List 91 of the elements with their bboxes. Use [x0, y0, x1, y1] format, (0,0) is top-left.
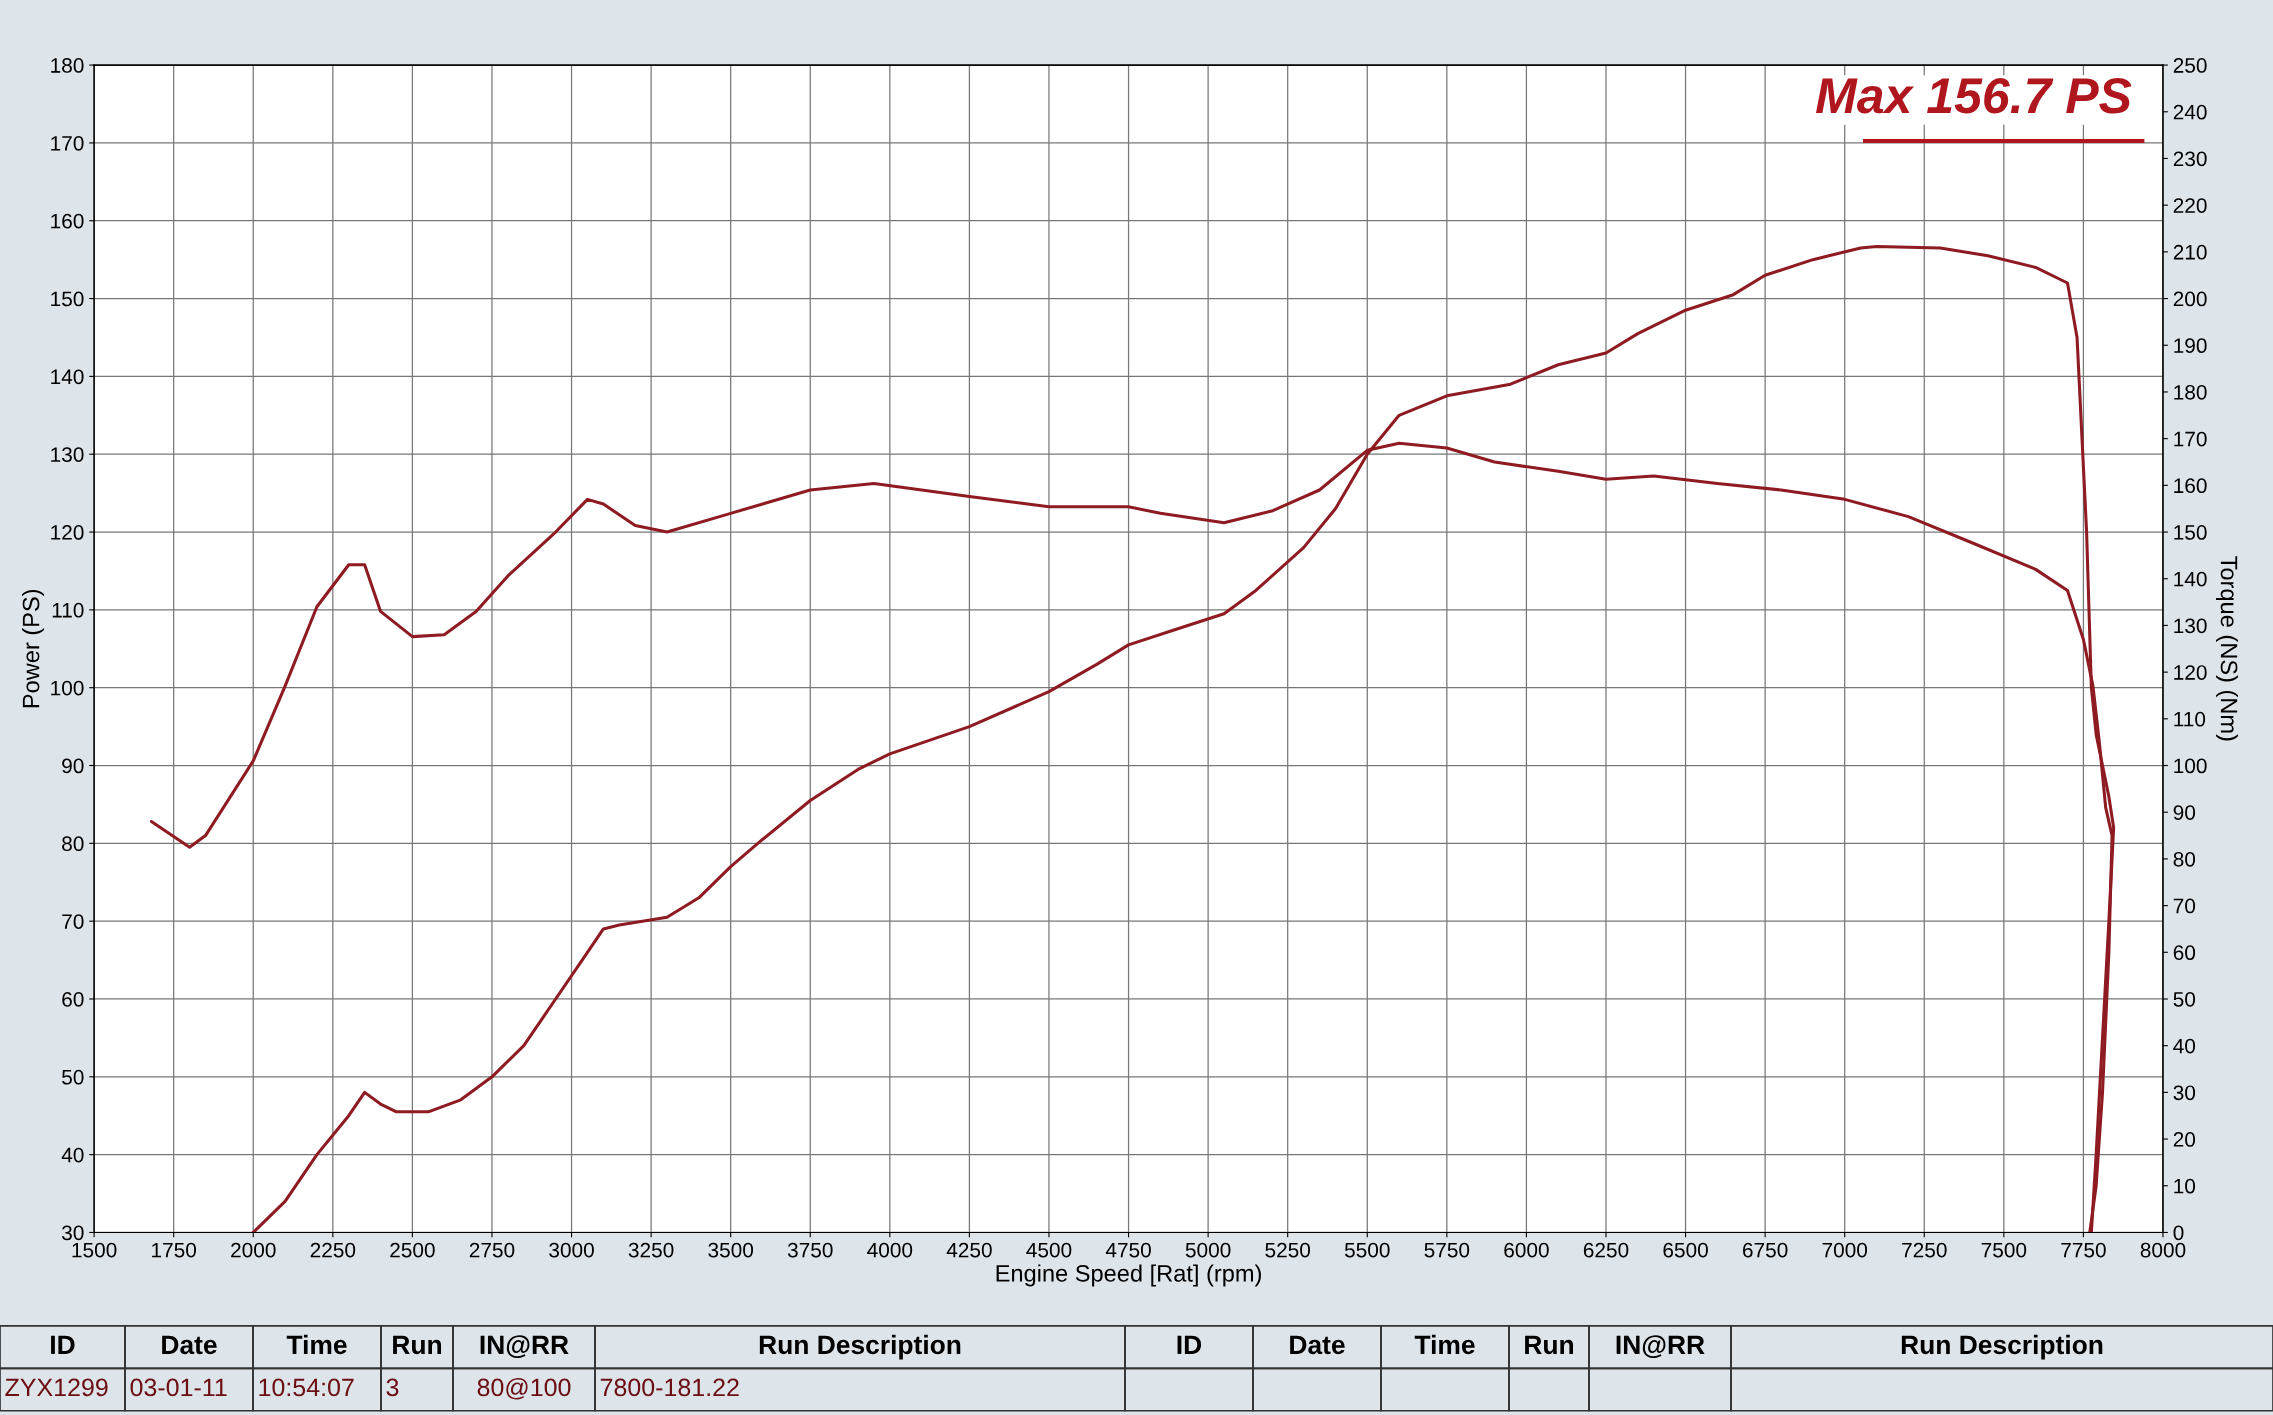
y2-tick-label: 200 — [2173, 291, 2207, 307]
x-tick-label: 3250 — [628, 1242, 674, 1258]
x-tick-label: 3750 — [787, 1242, 833, 1258]
x-tick-label: 4500 — [1026, 1242, 1072, 1258]
text: 03-01-11 — [130, 1378, 227, 1397]
text: Run Description — [1901, 1334, 2103, 1360]
x-tick-label: 7000 — [1822, 1242, 1868, 1258]
y-tick-label: 90 — [62, 758, 84, 774]
y2-tick-label: 150 — [2174, 525, 2207, 540]
text: Run Description — [759, 1334, 961, 1360]
y2-tick-label: 120 — [2174, 665, 2207, 680]
text: Time — [286, 1334, 347, 1355]
y-tick-label: 130 — [51, 447, 84, 462]
y2-tick-label: 80 — [2173, 851, 2196, 867]
y-tick-label: 30 — [62, 1225, 84, 1241]
x-tick-label: 5250 — [1265, 1242, 1311, 1258]
y2-tick-label: 170 — [2174, 431, 2207, 447]
y2-tick-label: 250 — [2173, 58, 2207, 73]
y2-tick-label: 40 — [2173, 1038, 2196, 1054]
y2-tick-label: 220 — [2173, 198, 2207, 213]
x-tick-label: 6250 — [1583, 1242, 1629, 1258]
x-tick-label: 2250 — [310, 1242, 356, 1258]
y2-tick-label: 100 — [2174, 758, 2207, 774]
y2-tick-label: 60 — [2173, 945, 2196, 961]
annotation: Max 156.7 PS — [1815, 78, 2132, 114]
text: Date — [1290, 1335, 1345, 1355]
text: 3 — [386, 1378, 399, 1397]
y-tick-label: 160 — [51, 213, 84, 229]
y2-tick-label: 0 — [2173, 1225, 2184, 1241]
y-tick-label: 150 — [51, 291, 84, 307]
y2-tick-label: 160 — [2174, 478, 2207, 494]
y-tick-label: 170 — [51, 135, 84, 151]
y-tick-label: 180 — [51, 58, 84, 73]
y-tick-label: 40 — [61, 1147, 84, 1163]
text: ZYX1299 — [5, 1378, 108, 1397]
y2-tick-label: 70 — [2173, 898, 2196, 914]
y2-tick-label: 90 — [2173, 805, 2196, 820]
y2-tick-label: 140 — [2174, 571, 2207, 587]
text: 7800-181.22 — [600, 1378, 739, 1397]
text: IN@RR — [480, 1335, 569, 1359]
x-axis-title: Engine Speed [Rat] (rpm) — [996, 1264, 1261, 1287]
text: Time — [1414, 1334, 1475, 1355]
y2-tick-label: 230 — [2173, 151, 2207, 167]
x-tick-label: 1750 — [152, 1242, 197, 1258]
text: Run — [1525, 1335, 1574, 1355]
y2-tick-label: 240 — [2173, 104, 2207, 120]
y2-axis-title: Torque (NS) (Nm) — [2216, 556, 2239, 741]
y2-tick-label: 10 — [2174, 1178, 2196, 1194]
text: Date — [162, 1335, 217, 1355]
x-tick-label: 4000 — [867, 1242, 913, 1258]
y-tick-label: 60 — [62, 991, 84, 1007]
y-tick-label: 70 — [62, 914, 84, 929]
y2-tick-label: 110 — [2174, 711, 2206, 727]
text: ID — [1177, 1335, 1202, 1354]
y2-tick-label: 50 — [2173, 991, 2196, 1007]
y-tick-label: 140 — [51, 369, 84, 385]
x-tick-label: 7500 — [1981, 1242, 2027, 1258]
y-tick-label: 120 — [51, 525, 84, 540]
text: 80@100 — [477, 1377, 571, 1400]
y2-tick-label: 30 — [2173, 1085, 2196, 1101]
x-tick-label: 2500 — [390, 1242, 435, 1258]
text: Run — [393, 1335, 442, 1355]
x-tick-label: 2000 — [231, 1242, 276, 1258]
y-tick-label: 110 — [52, 602, 84, 618]
y2-tick-label: 180 — [2174, 384, 2207, 400]
x-tick-label: 7750 — [2061, 1242, 2106, 1258]
x-tick-label: 6000 — [1504, 1242, 1549, 1258]
x-tick-label: 4750 — [1105, 1242, 1151, 1258]
x-tick-label: 7250 — [1902, 1242, 1947, 1258]
x-tick-label: 3500 — [708, 1242, 754, 1258]
x-tick-label: 5000 — [1185, 1242, 1231, 1258]
x-tick-label: 4250 — [946, 1242, 992, 1258]
text: ID — [51, 1335, 75, 1354]
x-tick-label: 5500 — [1344, 1242, 1390, 1258]
x-tick-label: 5750 — [1424, 1242, 1470, 1258]
text: IN@RR — [1616, 1335, 1705, 1359]
x-tick-label: 6750 — [1743, 1242, 1788, 1258]
x-tick-label: 3000 — [549, 1242, 594, 1258]
x-tick-label: 8000 — [2140, 1242, 2186, 1258]
y2-tick-label: 210 — [2173, 244, 2207, 260]
y-tick-label: 100 — [51, 680, 84, 696]
x-tick-label: 1500 — [72, 1242, 117, 1258]
y-tick-label: 80 — [62, 836, 84, 852]
x-tick-label: 2750 — [469, 1242, 515, 1258]
y-axis-title: Power (PS) — [22, 589, 45, 708]
y2-tick-label: 190 — [2174, 338, 2207, 354]
y2-tick-label: 130 — [2174, 618, 2207, 634]
x-tick-label: 6500 — [1663, 1242, 1708, 1258]
text: 10:54:07 — [259, 1378, 354, 1397]
y-tick-label: 50 — [62, 1069, 84, 1085]
y2-tick-label: 20 — [2173, 1132, 2196, 1147]
